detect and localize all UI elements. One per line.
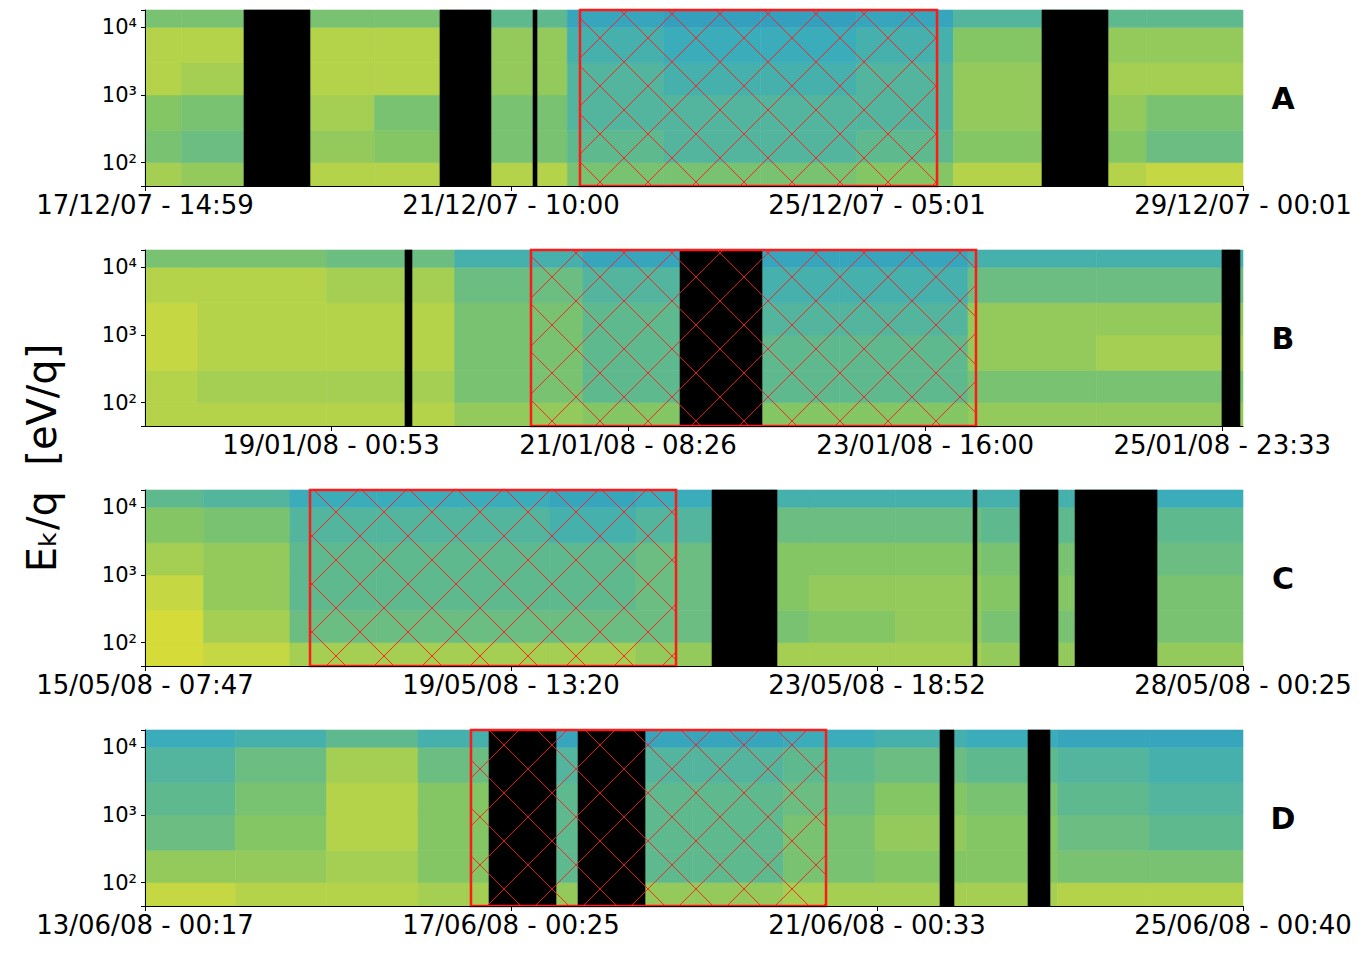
- svg-text:21/06/08 - 00:33: 21/06/08 - 00:33: [768, 910, 986, 940]
- svg-text:A: A: [1271, 81, 1295, 116]
- svg-text:25/06/08 - 00:40: 25/06/08 - 00:40: [1134, 910, 1352, 940]
- svg-text:10⁴: 10⁴: [102, 735, 137, 759]
- svg-text:25/12/07 - 05:01: 25/12/07 - 05:01: [768, 190, 986, 220]
- svg-text:21/12/07 - 10:00: 21/12/07 - 10:00: [402, 190, 620, 220]
- svg-text:19/05/08 - 13:20: 19/05/08 - 13:20: [402, 670, 620, 700]
- svg-text:B: B: [1272, 321, 1295, 356]
- svg-text:13/06/08 - 00:17: 13/06/08 - 00:17: [36, 910, 254, 940]
- svg-text:17/12/07 - 14:59: 17/12/07 - 14:59: [36, 190, 254, 220]
- svg-text:10³: 10³: [102, 83, 137, 107]
- svg-text:10²: 10²: [102, 631, 137, 655]
- svg-text:21/01/08 - 08:26: 21/01/08 - 08:26: [519, 430, 737, 460]
- svg-text:25/01/08 - 23:33: 25/01/08 - 23:33: [1113, 430, 1331, 460]
- svg-text:29/12/07 - 00:01: 29/12/07 - 00:01: [1134, 190, 1352, 220]
- svg-text:10²: 10²: [102, 151, 137, 175]
- svg-text:10³: 10³: [102, 563, 137, 587]
- svg-text:10²: 10²: [102, 391, 137, 415]
- svg-text:C: C: [1272, 561, 1294, 596]
- svg-text:15/05/08 - 07:47: 15/05/08 - 07:47: [36, 670, 254, 700]
- svg-text:10³: 10³: [102, 323, 137, 347]
- svg-text:23/01/08 - 16:00: 23/01/08 - 16:00: [816, 430, 1034, 460]
- svg-text:D: D: [1271, 801, 1296, 836]
- svg-text:10²: 10²: [102, 871, 137, 895]
- svg-text:28/05/08 - 00:25: 28/05/08 - 00:25: [1134, 670, 1352, 700]
- svg-text:10³: 10³: [102, 803, 137, 827]
- svg-text:19/01/08 - 00:53: 19/01/08 - 00:53: [222, 430, 440, 460]
- svg-text:10⁴: 10⁴: [102, 255, 137, 279]
- svg-text:10⁴: 10⁴: [102, 15, 137, 39]
- svg-text:17/06/08 - 00:25: 17/06/08 - 00:25: [402, 910, 620, 940]
- svg-text:Eₖ/q [eV/q]: Eₖ/q [eV/q]: [19, 344, 65, 573]
- svg-text:23/05/08 - 18:52: 23/05/08 - 18:52: [768, 670, 986, 700]
- svg-text:10⁴: 10⁴: [102, 495, 137, 519]
